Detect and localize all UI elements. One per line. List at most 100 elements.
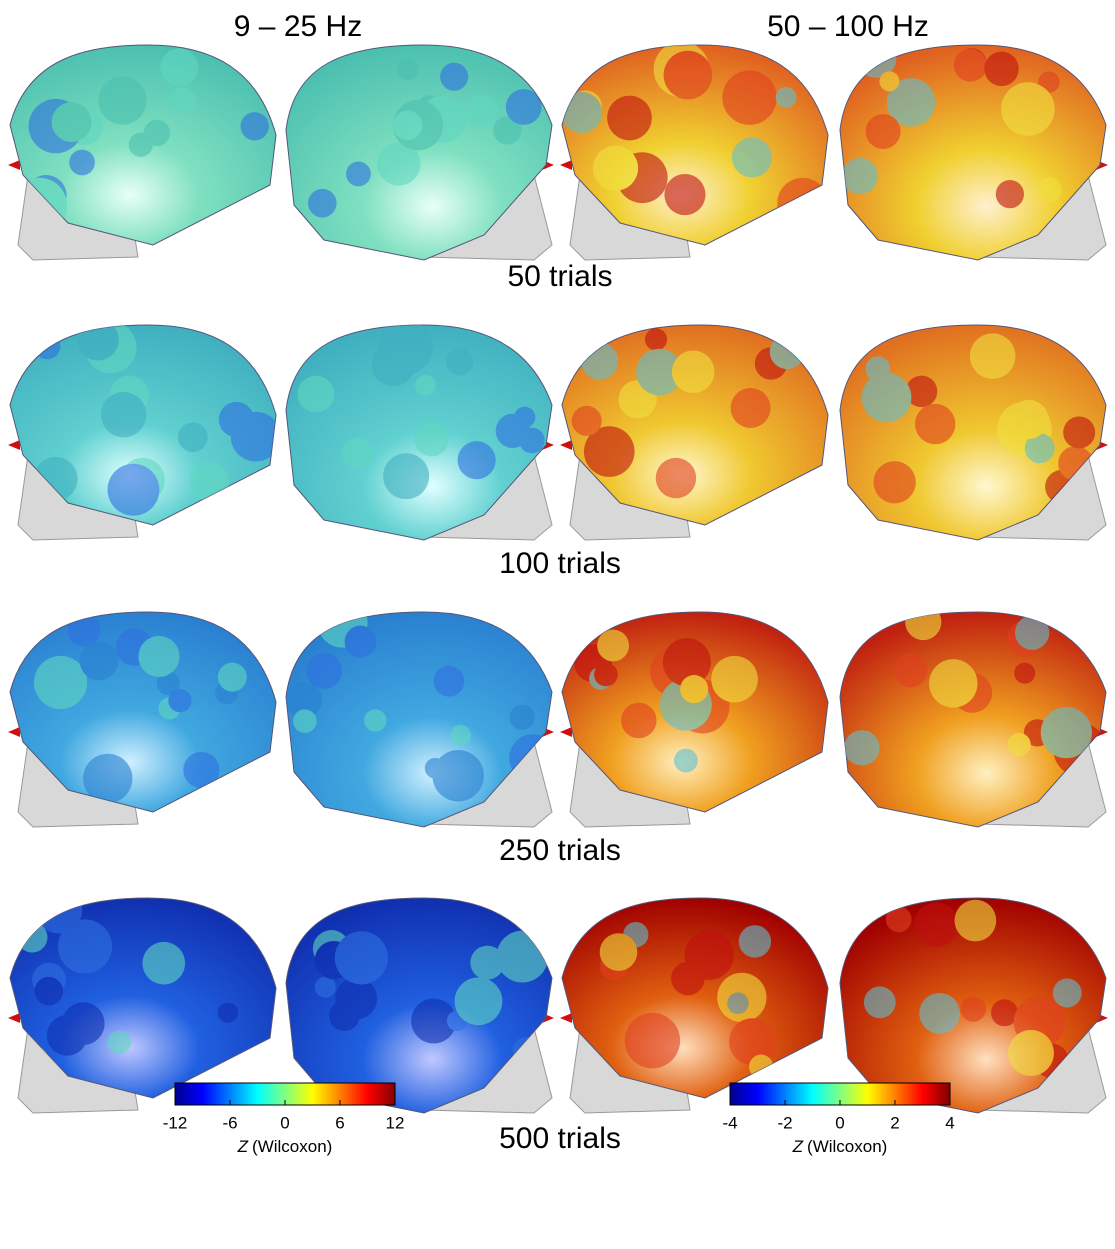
spot: [620, 386, 642, 408]
spot: [885, 906, 912, 933]
head-map: [560, 897, 829, 1114]
spot: [454, 977, 503, 1026]
spot: [371, 342, 416, 387]
spot: [230, 411, 276, 462]
colorbar-tick-label: 12: [386, 1113, 405, 1132]
spot: [79, 641, 119, 681]
column-title: 9 – 25 Hz: [234, 10, 362, 43]
spot: [919, 992, 960, 1034]
spot: [51, 102, 92, 142]
ear-marker: [8, 160, 20, 170]
spot: [334, 931, 389, 985]
spot: [293, 709, 317, 733]
spot: [411, 998, 457, 1044]
spot: [863, 986, 896, 1019]
spot: [377, 142, 421, 186]
spot: [1014, 662, 1036, 684]
spot: [217, 662, 247, 692]
spot: [183, 751, 220, 789]
spot: [143, 119, 171, 147]
spot: [865, 114, 901, 149]
scalp-spots: [844, 612, 1106, 777]
scalp-spots: [562, 45, 828, 229]
spot: [727, 992, 749, 1014]
spot: [905, 375, 938, 408]
scalp-spots: [861, 333, 1096, 504]
spot: [984, 51, 1019, 87]
head-map: [8, 611, 277, 828]
head-map: [839, 611, 1108, 828]
spot: [929, 659, 978, 708]
scalp-spots: [297, 325, 545, 500]
head-maps: [8, 44, 1108, 1114]
spot: [711, 655, 758, 703]
spot: [644, 328, 668, 351]
spot: [329, 1000, 360, 1032]
spot: [33, 655, 88, 710]
colorbar-tick-label: 4: [945, 1113, 954, 1132]
spot: [33, 332, 61, 360]
scalp-spots: [599, 898, 815, 1079]
spot: [61, 1002, 105, 1045]
ear-marker: [560, 1013, 572, 1023]
spot: [189, 461, 229, 502]
spot: [457, 441, 496, 480]
row-label: 500 trials: [499, 1122, 621, 1155]
spot: [16, 921, 48, 953]
spot: [905, 612, 942, 641]
spot: [671, 350, 715, 394]
spot: [138, 635, 180, 678]
spot: [396, 58, 419, 81]
spot: [1001, 82, 1055, 136]
spot: [769, 334, 805, 370]
head-map: [285, 897, 554, 1114]
spot: [730, 388, 771, 428]
colorbar-label-text: (Wilcoxon): [252, 1137, 332, 1156]
scalp-spots: [33, 325, 276, 516]
spot: [160, 48, 199, 87]
spot: [960, 996, 986, 1022]
spot: [749, 1054, 774, 1079]
ear-marker: [560, 160, 572, 170]
spot: [308, 188, 337, 218]
colorbar-tick-label: 0: [835, 1113, 844, 1132]
head-map: [285, 324, 554, 541]
row-label: 100 trials: [499, 547, 621, 580]
scalp-spots: [312, 930, 549, 1066]
scalp-spots: [574, 629, 758, 773]
spot: [1036, 177, 1062, 203]
spot: [364, 709, 387, 732]
spot: [1024, 433, 1055, 464]
spot: [142, 941, 186, 985]
spot: [861, 372, 912, 423]
spot: [67, 613, 101, 647]
spot: [722, 70, 777, 125]
spot: [493, 116, 522, 145]
spot: [680, 675, 709, 704]
head-map: [8, 324, 277, 541]
spot: [599, 933, 638, 971]
spot: [414, 374, 436, 396]
spot: [1052, 978, 1082, 1008]
spot: [893, 653, 928, 688]
colorbar-tick-label: 0: [280, 1113, 289, 1132]
colorbar-tick-label: -4: [722, 1113, 737, 1132]
column-title: 50 – 100 Hz: [767, 10, 929, 43]
spot: [440, 62, 469, 91]
spot: [775, 86, 797, 108]
spot: [662, 638, 711, 687]
spot: [597, 629, 630, 662]
ear-marker: [8, 1013, 20, 1023]
colorbar-label-symbol: Z: [237, 1137, 249, 1156]
head-map: [839, 324, 1108, 541]
spot: [655, 457, 697, 499]
scalp-spots: [33, 613, 247, 804]
spot: [620, 702, 657, 739]
head-map: [285, 44, 554, 261]
row-label: 250 trials: [499, 834, 621, 867]
spot: [777, 177, 828, 229]
spot: [914, 403, 956, 445]
row-label: 50 trials: [507, 260, 612, 293]
spot: [844, 730, 880, 766]
